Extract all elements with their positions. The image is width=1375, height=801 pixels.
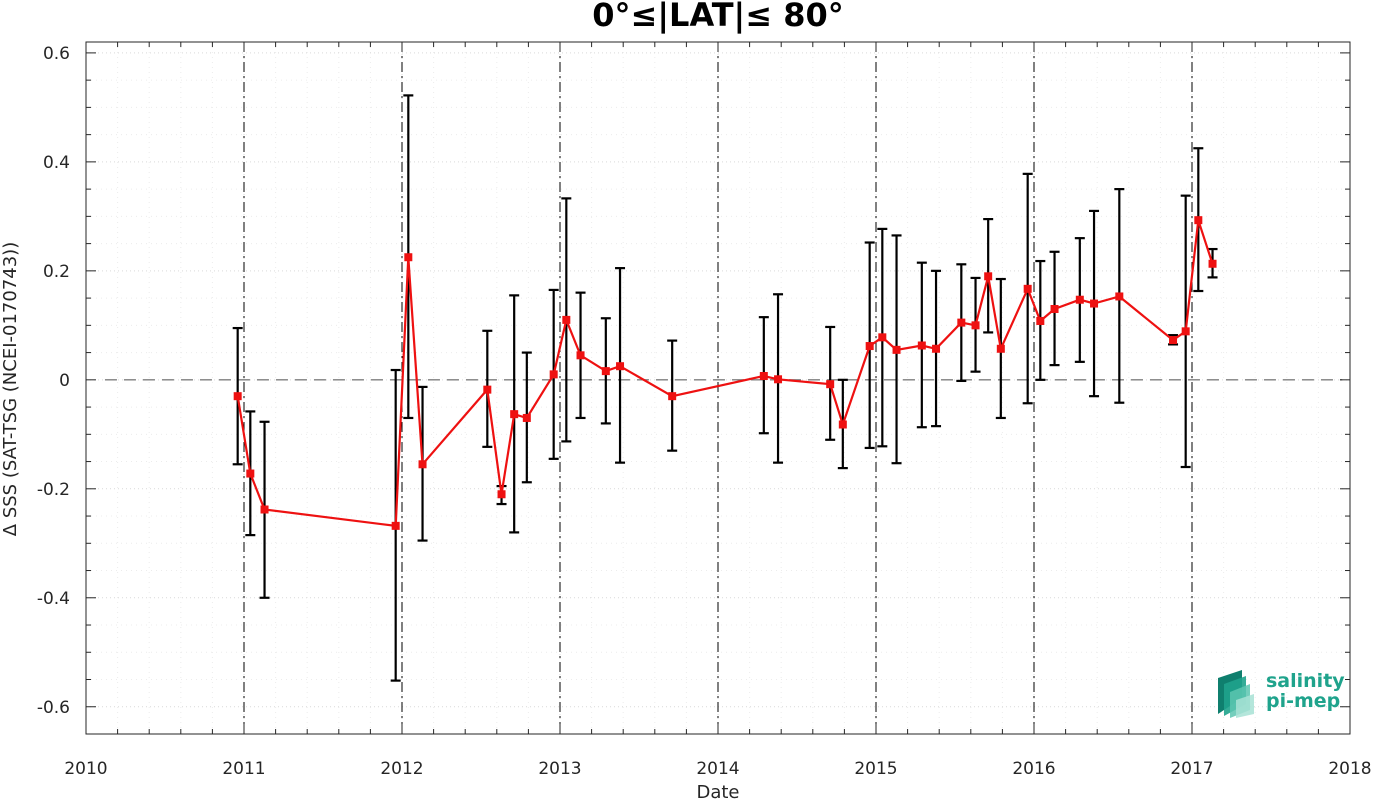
data-point (1208, 259, 1217, 268)
x-tick-label: 2015 (854, 759, 897, 779)
y-tick-label: 0 (59, 371, 70, 391)
data-point (616, 362, 625, 371)
data-point (260, 505, 269, 514)
series-line (236, 219, 1214, 528)
y-tick-label: 0.6 (43, 44, 70, 64)
data-point (984, 272, 993, 281)
data-point (549, 370, 558, 379)
data-point (483, 385, 492, 394)
data-point (418, 460, 427, 469)
data-point (522, 413, 531, 422)
salinity-pi-mep-logo: salinity pi-mep (1218, 670, 1345, 718)
data-point (562, 315, 571, 324)
x-axis-label: Date (696, 782, 739, 801)
y-tick-label: -0.2 (37, 480, 70, 500)
data-point (233, 392, 242, 401)
y-tick-label: 0.2 (43, 262, 70, 282)
y-tick-label: -0.4 (37, 589, 70, 609)
data-point (404, 253, 413, 262)
data-point (1023, 284, 1032, 293)
logo-text-line1: salinity (1266, 670, 1345, 692)
axes-frame (85, 41, 1351, 735)
data-point (246, 469, 255, 478)
data-point (892, 345, 901, 354)
y-axis-label: Δ SSS (SAT-TSG (NCEI-0170743)) (0, 242, 21, 536)
y-tick-labels: -0.6 -0.4 -0.2 0 0.2 0.4 0.6 (37, 44, 70, 718)
data-point (957, 318, 966, 327)
x-tick-label: 2017 (1170, 759, 1213, 779)
data-point (510, 410, 519, 419)
year-boundary-lines (243, 42, 1193, 734)
data-point (576, 351, 585, 360)
data-point (917, 341, 926, 350)
data-point (1181, 327, 1190, 336)
data-point (1075, 295, 1084, 304)
wave-logo-icon (1218, 670, 1254, 718)
logo-text-line2: pi-mep (1266, 690, 1340, 712)
data-point (497, 490, 506, 499)
y-tick-label: 0.4 (43, 153, 70, 173)
data-point (1050, 304, 1059, 313)
data-point (668, 392, 677, 401)
data-point (878, 333, 887, 342)
x-tick-label: 2011 (222, 759, 265, 779)
data-point (759, 372, 768, 381)
data-point (865, 342, 874, 351)
data-point (996, 344, 1005, 353)
data-point (932, 344, 941, 353)
chart-title: 0°≤|LAT|≤ 80° (592, 0, 843, 35)
x-tick-label: 2012 (380, 759, 423, 779)
data-point (1036, 316, 1045, 325)
data-series (232, 94, 1218, 682)
data-point (774, 375, 783, 384)
data-point (1194, 216, 1203, 225)
data-point (1090, 299, 1099, 308)
x-tick-label: 2016 (1012, 759, 1055, 779)
x-tick-label: 2018 (1328, 759, 1371, 779)
data-point (601, 367, 610, 376)
data-point (1115, 292, 1124, 301)
x-tick-label: 2013 (538, 759, 581, 779)
x-tick-label: 2010 (64, 759, 107, 779)
x-tick-label: 2014 (696, 759, 739, 779)
data-point (1169, 336, 1178, 345)
data-point (838, 420, 847, 429)
data-point (971, 321, 980, 330)
y-tick-label: -0.6 (37, 698, 70, 718)
data-point (826, 380, 835, 389)
x-tick-labels: 2010 2011 2012 2013 2014 2015 2016 2017 2018 (64, 759, 1371, 779)
data-point (391, 521, 400, 530)
